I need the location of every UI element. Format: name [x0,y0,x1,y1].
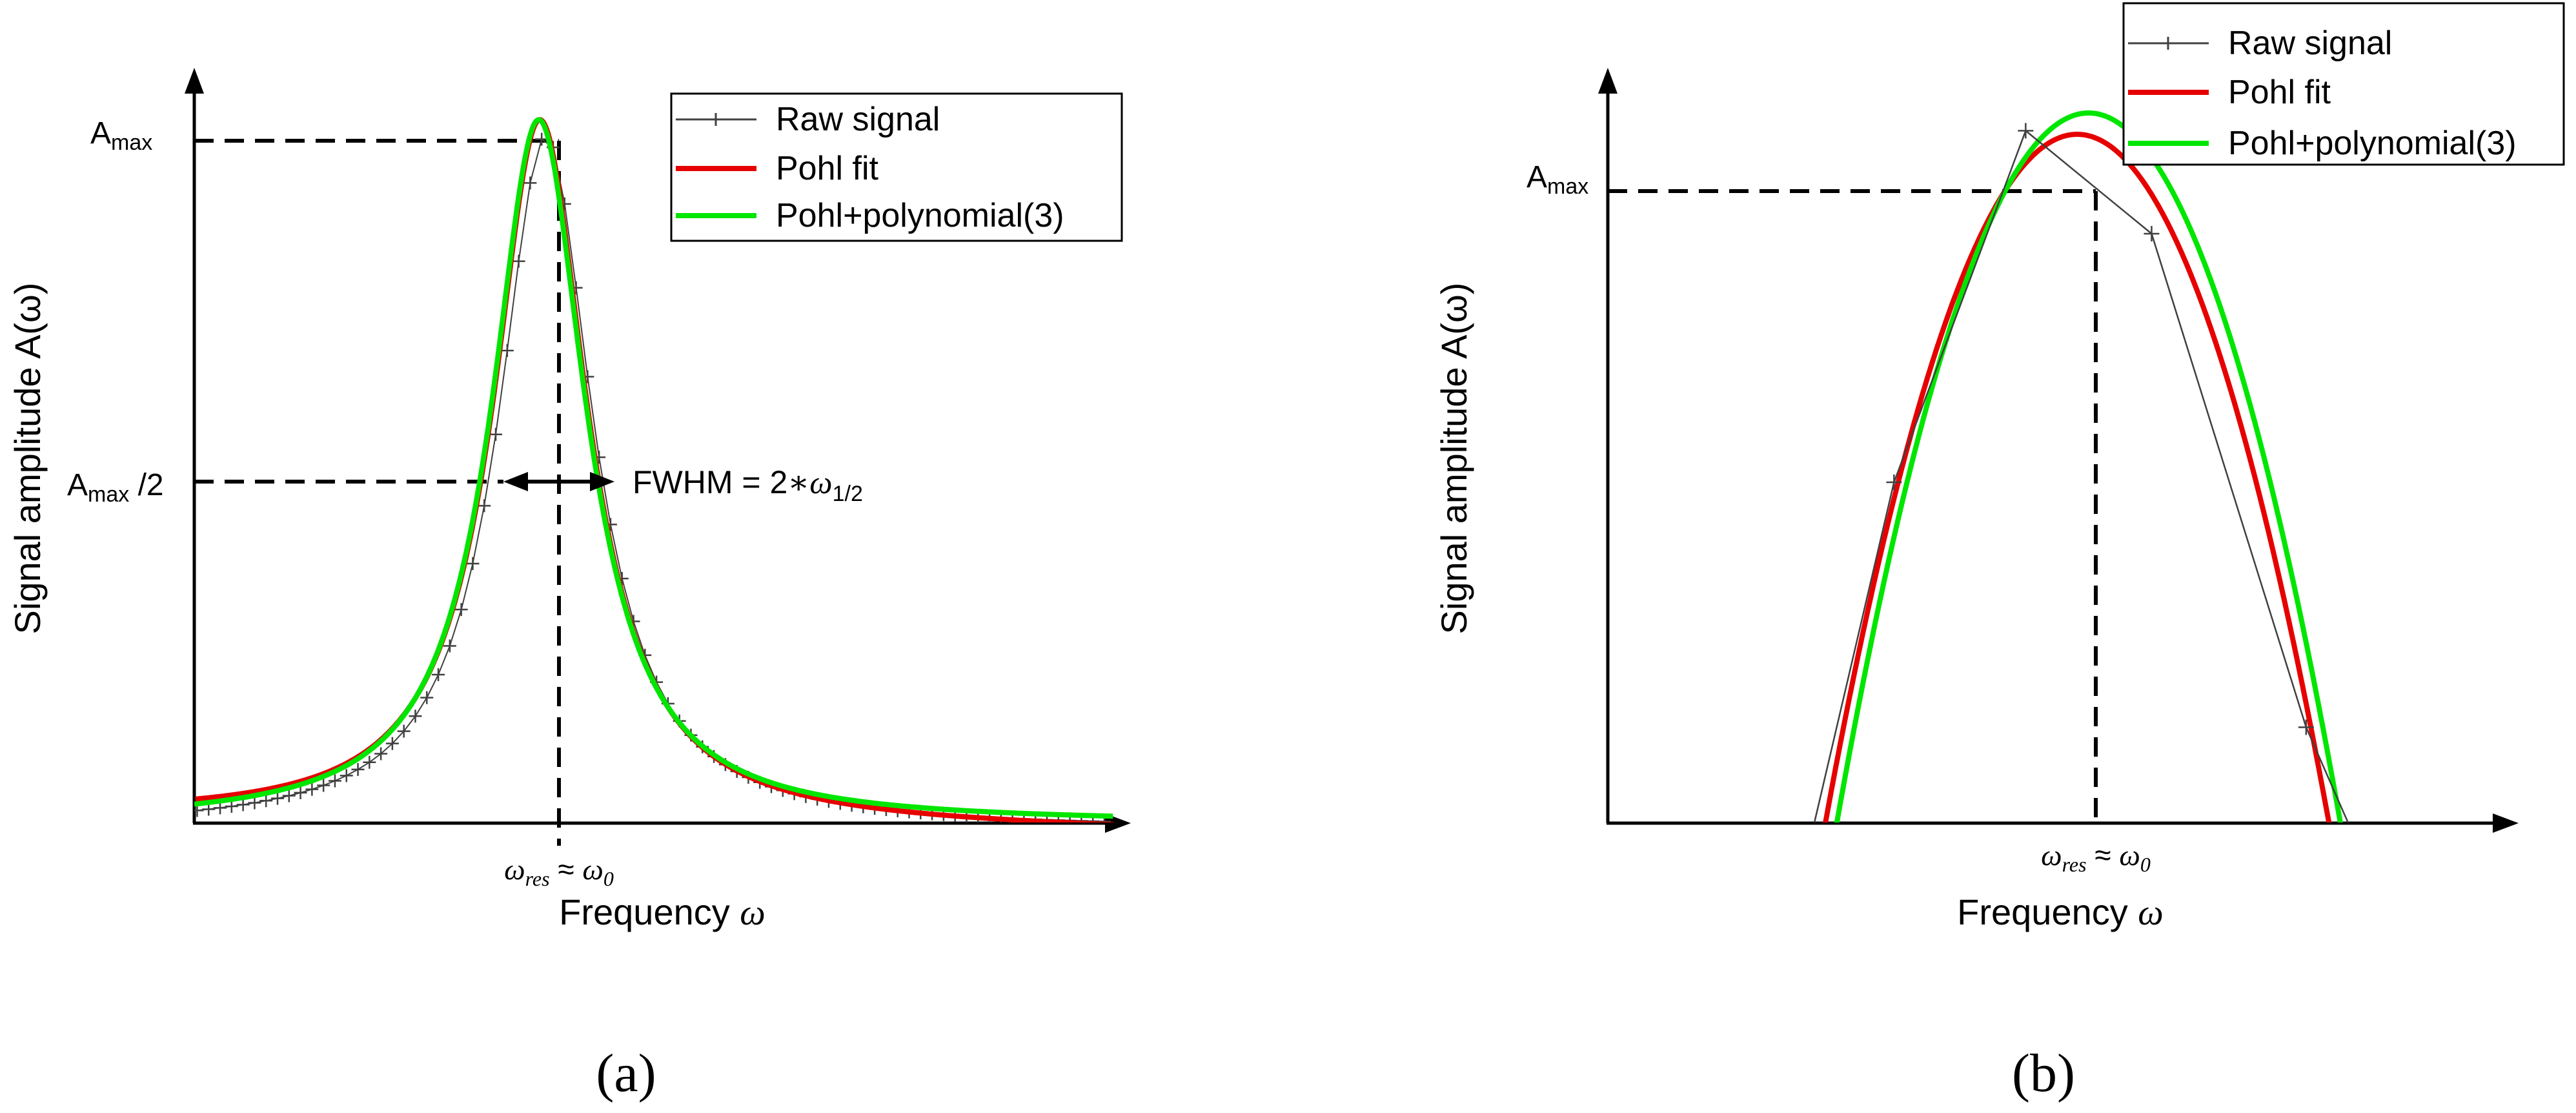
raw-signal-marker [478,499,491,513]
panel-b-pohl-polynomial-line [1834,110,2343,822]
panel-b-x-tick-label: ωres ≈ ω0 [2041,838,2151,876]
panel-a-pohl-polynomial-line [194,117,1113,819]
raw-signal-marker [374,747,388,761]
raw-signal-marker [248,796,261,810]
panel-b-guides [1608,189,2098,823]
raw-signal-marker [397,724,411,738]
legend-label-pohl-polynomial: Pohl+polynomial(3) [2228,125,2517,162]
panel-a-x-axis-label: Frequency ω [559,892,766,933]
raw-signal-marker [2018,123,2034,139]
legend-item-pohl-fit: Pohl fit [676,150,879,187]
panel-b-x-arrow [2493,813,2519,833]
legend-item-pohl-polynomial: Pohl+polynomial(3) [676,197,1064,234]
raw-signal-marker [466,556,480,570]
legend-item-pohl-polynomial: Pohl+polynomial(3) [2128,125,2517,162]
panel-a-label: (a) [596,1043,656,1103]
panel-b-pohl-fit-line [1823,132,2332,822]
panel-a-guides [194,139,561,846]
raw-signal-marker [282,789,296,802]
raw-signal-marker [512,254,525,268]
panel-b-raw-signal-line [1813,129,2349,822]
panel-a-x-tick-label: ωres ≈ ω0 [504,852,614,890]
raw-signal-marker [1886,475,1902,490]
legend-label-pohl-fit: Pohl fit [2228,74,2331,111]
panel-b-y-arrow [1598,68,1618,94]
raw-signal-marker [225,800,238,813]
legend-item-pohl-fit: Pohl fit [2128,74,2331,111]
raw-signal-marker [500,343,514,357]
legend-label-pohl-fit: Pohl fit [776,150,879,187]
raw-signal-marker [489,427,503,441]
panel-a-fwhm-arrow [503,472,614,491]
legend-label-pohl-polynomial: Pohl+polynomial(3) [776,197,1064,234]
raw-signal-marker [385,737,399,750]
legend-item-raw-signal: Raw signal [676,101,940,138]
panel-b-raw-signal-series [1813,123,2349,822]
panel-a-y-axis-label: Signal amplitude A(ω) [7,283,48,635]
panel-a-fwhm-label: FWHM = 2∗ω1/2 [633,464,863,506]
raw-signal-marker [305,782,319,796]
raw-signal-marker [317,779,330,792]
panel-a-legend: Raw signal Pohl fit Pohl+polynomial(3) [670,92,1123,242]
raw-signal-marker [328,774,341,788]
panel-a-amax-label: Amax [90,116,152,155]
panel-a-amax-half-label: Amax /2 [67,468,164,507]
raw-signal-marker [420,691,434,704]
raw-signal-marker [443,639,456,653]
legend-label-raw-signal: Raw signal [2228,25,2392,62]
legend-label-raw-signal: Raw signal [776,101,940,138]
raw-signal-marker [523,176,537,190]
raw-signal-marker [432,668,445,682]
legend-item-raw-signal: Raw signal [2128,25,2392,62]
panel-b-y-axis-label: Signal amplitude A(ω) [1434,283,1474,635]
panel-b-amax-label: Amax [1526,160,1588,199]
raw-signal-marker [259,794,273,808]
panel-a: FWHM = 2∗ω1/2 Amax Amax /2 ωres ≈ ω0 Fre… [7,68,1131,1103]
panel-b: Amax ωres ≈ ω0 Frequency ω Signal amplit… [1434,2,2565,1103]
raw-signal-marker [2144,226,2160,241]
panel-b-legend-box [2122,2,2565,166]
raw-signal-marker [340,769,353,782]
panel-b-x-axis-label: Frequency ω [1957,892,2164,933]
panel-b-legend: Raw signal Pohl fit Pohl+polynomial(3) [2122,2,2565,166]
raw-signal-marker [409,710,422,723]
raw-signal-marker [351,762,365,776]
raw-signal-marker [236,798,250,812]
panel-b-axes [1598,68,2519,833]
raw-signal-marker [270,791,284,805]
raw-signal-marker [294,786,307,799]
raw-signal-marker [2298,719,2314,735]
panel-a-y-arrow [185,68,204,94]
raw-signal-marker [454,603,468,617]
panel-b-label: (b) [2012,1043,2075,1103]
raw-signal-marker [363,755,376,769]
panel-a-axes [185,68,1131,833]
